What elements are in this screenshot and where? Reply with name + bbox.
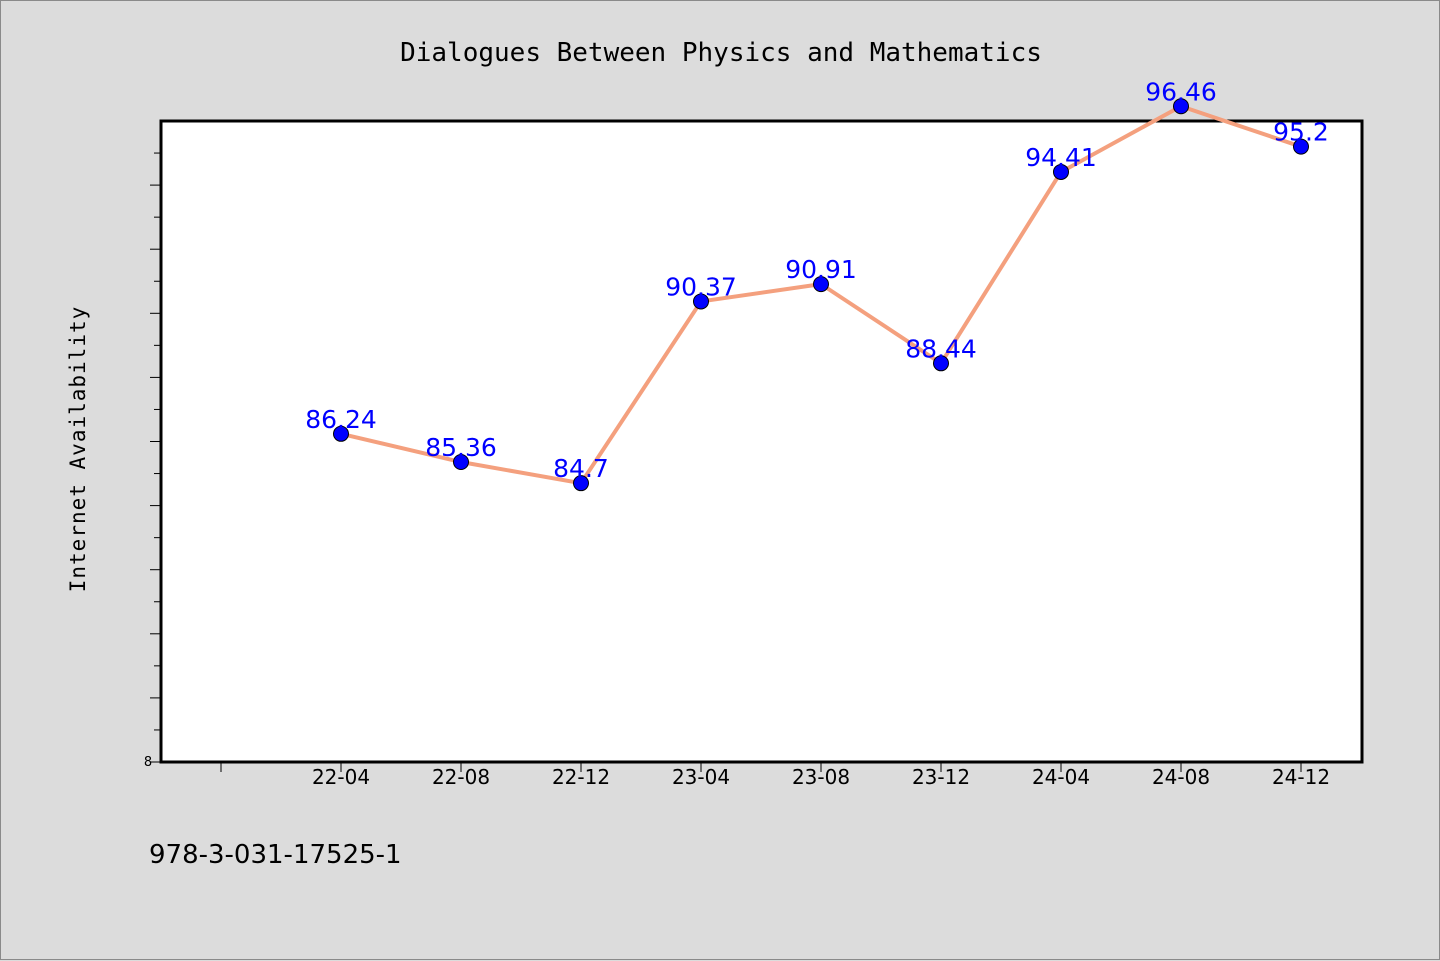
- data-label: 94.41: [1025, 143, 1097, 172]
- x-tick-label: 23-12: [912, 765, 970, 789]
- data-label: 96.46: [1145, 77, 1217, 106]
- y-axis-label: Internet Availability: [66, 306, 90, 593]
- data-label: 86.24: [305, 405, 377, 434]
- data-label: 90.91: [785, 255, 857, 284]
- x-tick-label: 22-12: [552, 765, 610, 789]
- x-tick-label: 23-04: [672, 765, 730, 789]
- x-tick-label: 22-08: [432, 765, 490, 789]
- isbn-footer: 978-3-031-17525-1: [149, 840, 402, 870]
- y-axis-ticks: [150, 153, 161, 762]
- data-label: 90.37: [665, 272, 737, 301]
- x-tick-label: 24-12: [1272, 765, 1330, 789]
- x-axis-tick-labels: 22-04 22-08 22-12 23-04 23-08 23-12 24-04 24-08…: [312, 765, 1330, 789]
- data-label: 95.2: [1273, 118, 1329, 147]
- chart-title: Dialogues Between Physics and Mathematic…: [400, 38, 1042, 68]
- data-label: 84.7: [553, 454, 609, 483]
- y-axis-tick-label: 8: [144, 755, 152, 770]
- x-tick-label: 24-08: [1152, 765, 1210, 789]
- x-tick-label: 22-04: [312, 765, 370, 789]
- x-tick-label: 23-08: [792, 765, 850, 789]
- x-tick-label: 24-04: [1032, 765, 1090, 789]
- data-label: 85.36: [425, 433, 497, 462]
- data-label: 88.44: [905, 334, 977, 363]
